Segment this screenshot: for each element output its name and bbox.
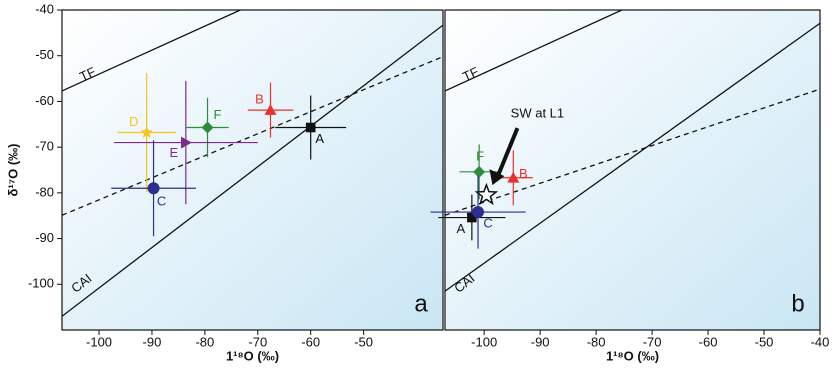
marker	[140, 125, 153, 138]
annotation-arrowhead	[489, 169, 505, 186]
x-tick-label: -90	[531, 334, 550, 349]
reference-line	[62, 10, 241, 92]
marker	[147, 182, 160, 195]
x-tick-label: -40	[811, 334, 830, 349]
y-tick-label: -50	[35, 47, 54, 62]
x-tick-label: -100	[471, 334, 497, 349]
point-label: F	[476, 148, 484, 163]
x-axis-title: 1¹⁸O (‰)	[606, 348, 659, 363]
plot-background	[445, 10, 820, 330]
point-label: A	[315, 131, 324, 146]
x-tick-label: -80	[587, 334, 606, 349]
reference-line	[445, 10, 623, 92]
panel-label: a	[414, 290, 428, 317]
y-tick-label: -40	[35, 1, 54, 16]
annotation-arrow	[495, 127, 520, 178]
marker	[473, 165, 486, 178]
panel-label: b	[791, 290, 804, 317]
reference-line	[445, 22, 820, 292]
x-tick-label: -80	[195, 334, 214, 349]
marker	[472, 206, 485, 219]
x-tick-label: -60	[301, 334, 320, 349]
reference-line-label: TF	[460, 64, 481, 84]
point-label: B	[255, 92, 264, 107]
point-label: D	[129, 114, 138, 129]
point-label: C	[157, 194, 166, 209]
reference-line	[62, 56, 443, 216]
point-label: F	[214, 107, 222, 122]
x-tick-label: -70	[643, 334, 662, 349]
y-tick-label: -70	[35, 139, 54, 154]
marker	[201, 121, 214, 134]
point-label: SW at L1	[511, 106, 564, 121]
plot-frame	[61, 9, 444, 331]
plot-area	[445, 10, 820, 292]
point-label: A	[457, 221, 466, 236]
marker	[305, 122, 316, 133]
x-tick-label: -60	[699, 334, 718, 349]
reference-line	[62, 24, 443, 317]
x-axis-title: 1¹⁸O (‰)	[226, 348, 279, 363]
x-tick-label: -70	[248, 334, 267, 349]
marker	[474, 182, 499, 206]
y-tick-label: -90	[35, 230, 54, 245]
y-tick-label: -100	[28, 276, 54, 291]
point-label: B	[519, 166, 528, 181]
x-tick-label: -100	[86, 334, 112, 349]
marker	[264, 104, 277, 115]
x-tick-label: -90	[143, 334, 162, 349]
reference-line	[445, 88, 820, 216]
reference-line-label: TF	[77, 64, 98, 84]
x-tick-label: -50	[755, 334, 774, 349]
plot-frame	[444, 9, 821, 331]
point-label: C	[483, 215, 492, 230]
plot-area	[62, 10, 443, 317]
y-tick-label: -60	[35, 93, 54, 108]
marker	[507, 171, 520, 183]
y-axis-title: δ¹⁷O (‰)	[5, 144, 20, 197]
x-tick-label: -50	[354, 334, 373, 349]
y-tick-label: -80	[35, 184, 54, 199]
point-label: E	[169, 145, 178, 160]
marker	[181, 136, 192, 149]
